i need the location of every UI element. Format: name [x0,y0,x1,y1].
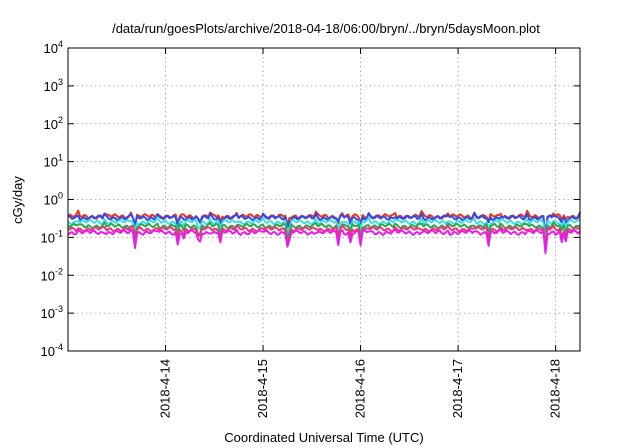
x-tick-label: 2018-4-18 [548,359,563,418]
y-tick-label: 103 [44,77,63,94]
series-group [67,209,581,255]
series-line [67,209,581,240]
x-axis-label: Coordinated Universal Time (UTC) [224,430,423,445]
x-tick-label: 2018-4-17 [450,359,465,418]
x-tick-label: 2018-4-16 [353,359,368,418]
grid [68,47,580,352]
y-tick-label: 10-1 [41,228,63,245]
y-tick-label: 10-3 [41,304,63,321]
series-line [67,228,581,255]
x-tick-label: 2018-4-15 [255,359,270,418]
plot-area [68,48,580,351]
series-line [67,221,581,249]
y-axis-label: cGy/day [10,176,25,224]
y-tick-label: 10-2 [41,266,63,283]
y-tick-label: 100 [44,191,63,208]
y-tick-label: 10-4 [41,342,63,359]
chart-title: /data/run/goesPlots/archive/2018-04-18/0… [112,21,540,36]
y-tick-label: 104 [44,39,63,56]
y-tick-label: 102 [44,115,63,132]
series-line [67,211,581,239]
ticks: 10-4 10-3 10-2 10-1 100 101 102 103 104 2018-4-14… [41,39,580,418]
x-tick-label: 2018-4-14 [158,359,173,418]
y-tick-label: 101 [44,153,63,170]
series-line [67,216,581,245]
